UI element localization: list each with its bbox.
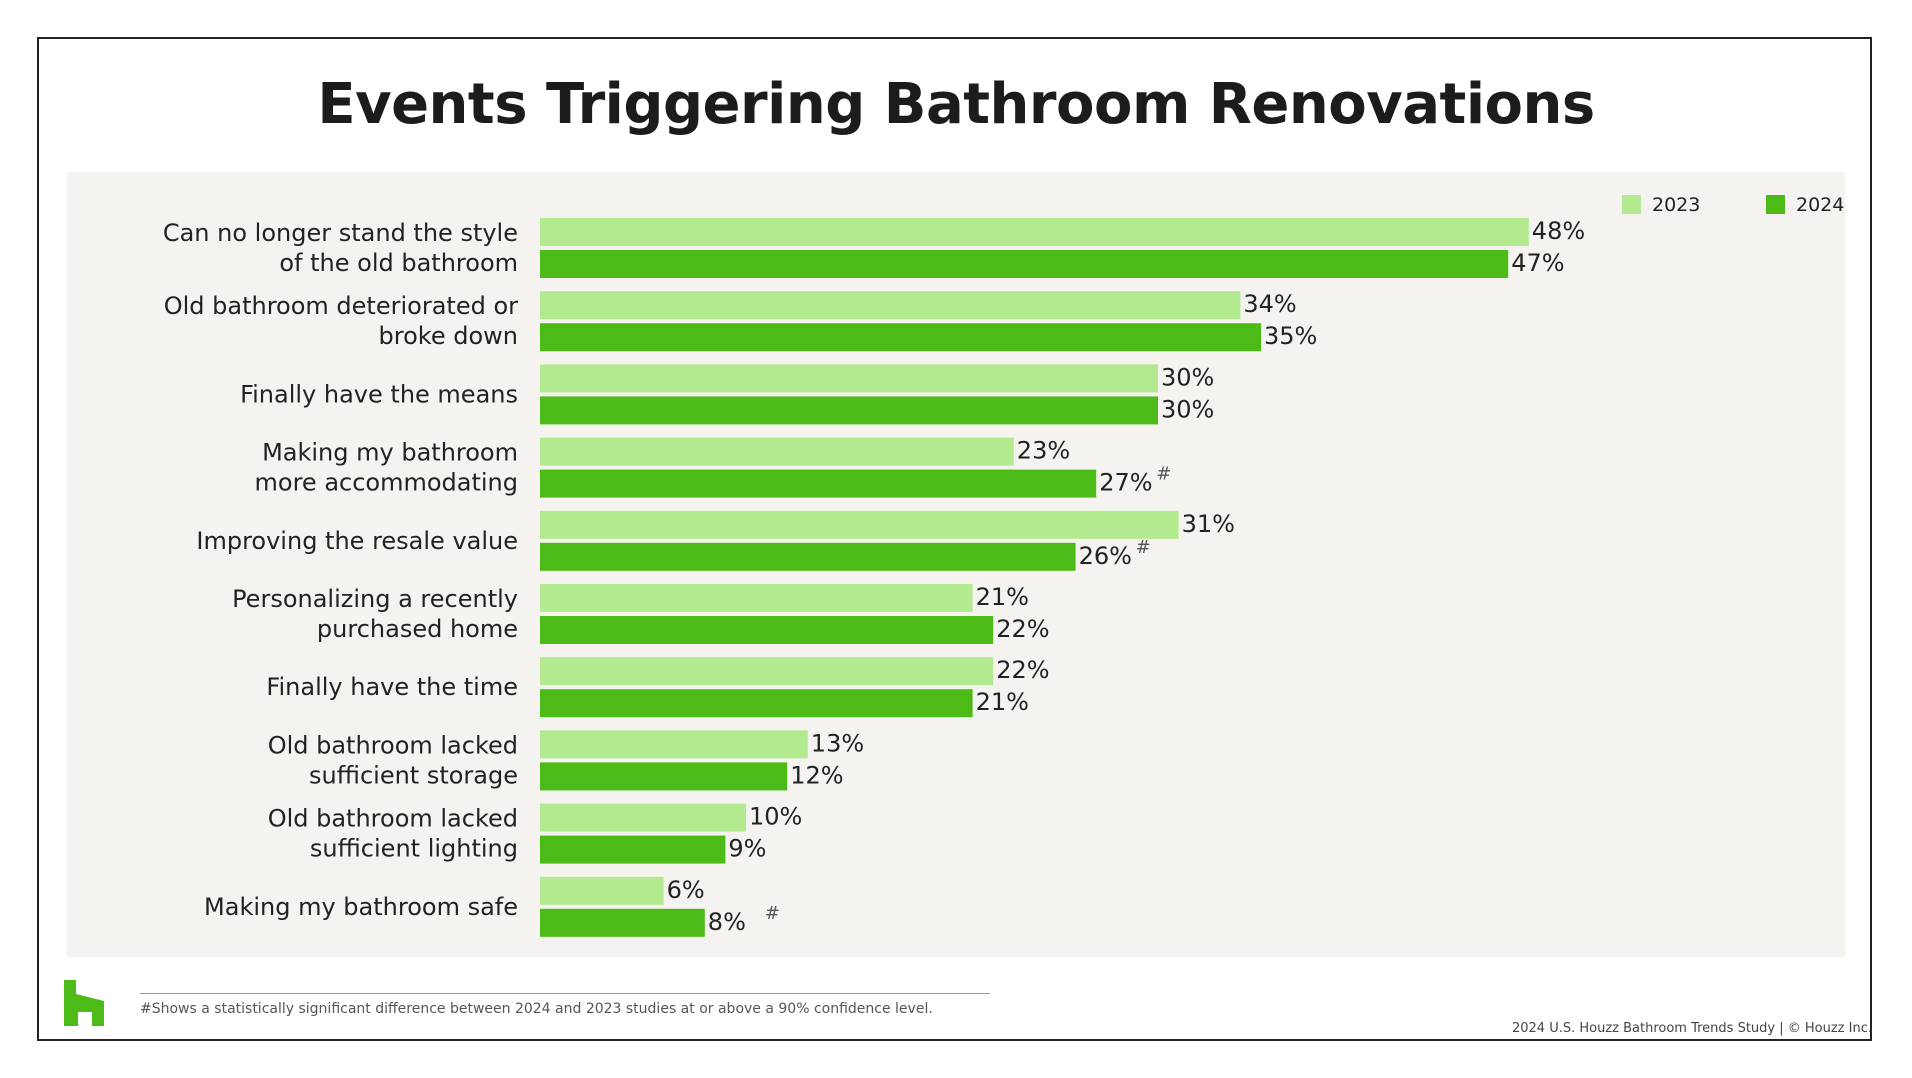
bar-2024 [540, 542, 1076, 571]
category-label: of the old bathroom [279, 249, 518, 277]
source-credit: 2024 U.S. Houzz Bathroom Trends Study | … [1511, 1021, 1872, 1036]
category-label: Making my bathroom safe [204, 893, 518, 921]
category-label: sufficient lighting [310, 835, 518, 863]
legend-label-2024: 2024 [1796, 194, 1844, 216]
bar-2023 [540, 657, 994, 686]
value-label-2023: 30% [1161, 363, 1214, 391]
category-label: Making my bathroom [262, 439, 518, 467]
value-label-2024: 8% [708, 908, 746, 936]
category-label: purchased home [317, 615, 518, 643]
category-label: Old bathroom lacked [268, 805, 518, 833]
legend-swatch-2023 [1622, 195, 1641, 214]
slide-frame [37, 37, 1872, 1041]
value-label-2023: 23% [1017, 437, 1070, 465]
value-label-2024: 35% [1264, 322, 1317, 350]
value-label-2024: 30% [1161, 395, 1214, 423]
value-label-2024: 21% [976, 688, 1029, 716]
footnote: #Shows a statistically significant diffe… [140, 1001, 933, 1017]
value-label-2023: 21% [976, 583, 1029, 611]
bar-2023 [540, 803, 746, 832]
value-label-2024: 22% [996, 615, 1049, 643]
legend-label-2023: 2023 [1652, 194, 1700, 216]
bar-2023 [540, 876, 664, 905]
bar-2023 [540, 510, 1179, 539]
bar-chart: 2023 2024 Can no longer stand the styleof … [163, 194, 1844, 937]
bar-2023 [540, 584, 973, 612]
value-label-2023: 10% [749, 803, 802, 831]
value-label-2023: 48% [1532, 217, 1585, 245]
bar-2023 [540, 437, 1014, 466]
houzz-logo-icon [64, 980, 104, 1026]
bar-2023 [540, 730, 808, 759]
category-label: Can no longer stand the style [163, 219, 518, 247]
bar-2024 [540, 762, 788, 791]
chart-title: Events Triggering Bathroom Renovations [317, 72, 1595, 137]
category-label: Improving the resale value [196, 527, 518, 555]
category-label: Finally have the time [266, 673, 518, 701]
category-label: Old bathroom deteriorated or [164, 292, 518, 320]
value-label-2024: 26% [1079, 542, 1132, 570]
category-label: Personalizing a recently [232, 585, 518, 613]
bar-2024 [540, 908, 705, 937]
value-label-2023: 34% [1243, 290, 1296, 318]
category-label: Finally have the means [240, 380, 518, 408]
value-label-2023: 31% [1182, 510, 1235, 538]
significance-marker: # [1156, 464, 1171, 485]
bar-2024 [540, 689, 973, 718]
bar-2024 [540, 250, 1509, 278]
value-label-2024: 27% [1099, 469, 1152, 497]
category-label: broke down [379, 322, 518, 350]
bar-2024 [540, 469, 1097, 498]
value-label-2024: 12% [790, 761, 843, 789]
category-label: sufficient storage [309, 761, 518, 789]
bar-2024 [540, 616, 994, 644]
bar-2023 [540, 364, 1158, 393]
value-label-2023: 13% [811, 729, 864, 757]
bar-2023 [540, 218, 1529, 246]
value-label-2024: 9% [728, 835, 766, 863]
value-label-2024: 47% [1511, 249, 1564, 277]
bar-2024 [540, 835, 726, 864]
bar-2024 [540, 323, 1261, 352]
significance-marker: # [1136, 537, 1151, 558]
value-label-2023: 6% [667, 876, 705, 904]
category-label: Old bathroom lacked [268, 731, 518, 759]
value-label-2023: 22% [996, 656, 1049, 684]
bar-2023 [540, 291, 1241, 320]
footnote-divider [140, 993, 990, 994]
category-label: more accommodating [255, 469, 518, 497]
legend-swatch-2024 [1766, 195, 1785, 214]
bar-2024 [540, 396, 1158, 425]
significance-marker: # [765, 903, 780, 924]
